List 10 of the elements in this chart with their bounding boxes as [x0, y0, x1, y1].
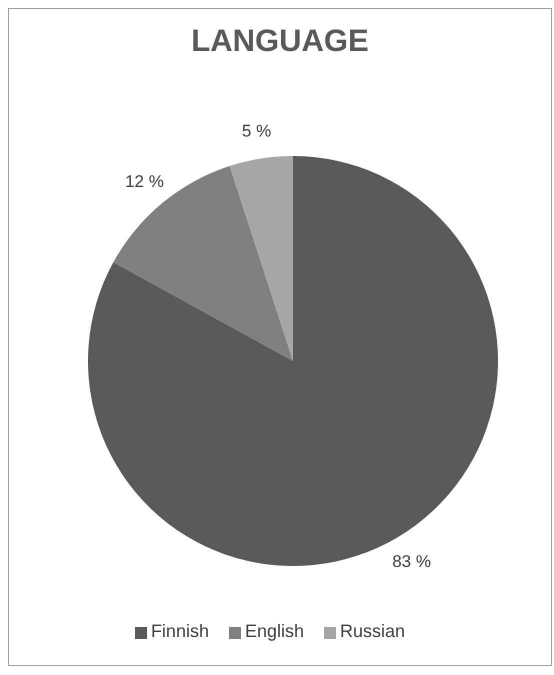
legend-label: English: [244, 621, 304, 641]
pie-slice: [88, 156, 498, 566]
chart-title: LANGUAGE: [190, 22, 370, 60]
legend-label: Russian: [340, 621, 406, 641]
data-label: 5 %: [242, 121, 272, 140]
pie-slice: [230, 156, 293, 361]
legend-label: Finnish: [150, 621, 209, 641]
pie-slice: [113, 166, 293, 361]
data-label: 83 %: [392, 552, 431, 572]
data-label: 12 %: [125, 172, 164, 191]
